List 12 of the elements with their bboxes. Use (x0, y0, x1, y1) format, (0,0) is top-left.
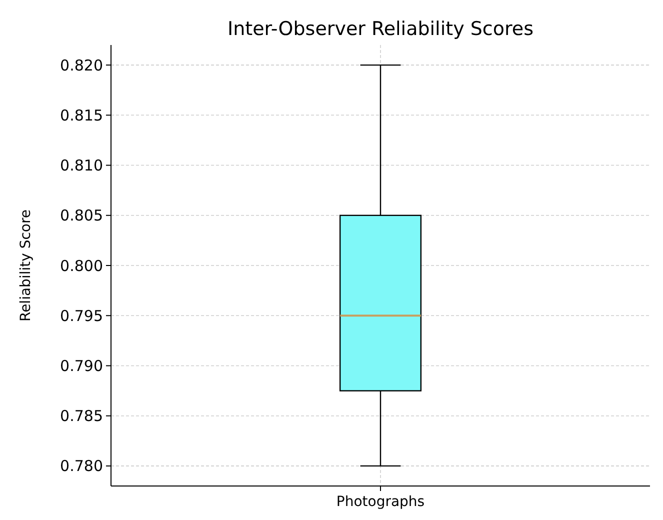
x-tick-label: Photographs (336, 494, 425, 510)
chart-title: Inter-Observer Reliability Scores (228, 18, 534, 40)
y-tick-label: 0.800 (60, 256, 103, 275)
y-tick-label: 0.790 (60, 356, 103, 375)
y-tick-label: 0.805 (60, 206, 103, 225)
y-tick-label: 0.785 (60, 407, 103, 426)
y-tick-label: 0.780 (60, 457, 103, 476)
y-axis-title: Reliability Score (18, 209, 34, 322)
y-tick-label: 0.795 (60, 306, 103, 325)
y-tick-label: 0.815 (60, 106, 103, 124)
y-tick-label: 0.810 (60, 156, 103, 175)
y-tick-label: 0.820 (60, 56, 103, 74)
